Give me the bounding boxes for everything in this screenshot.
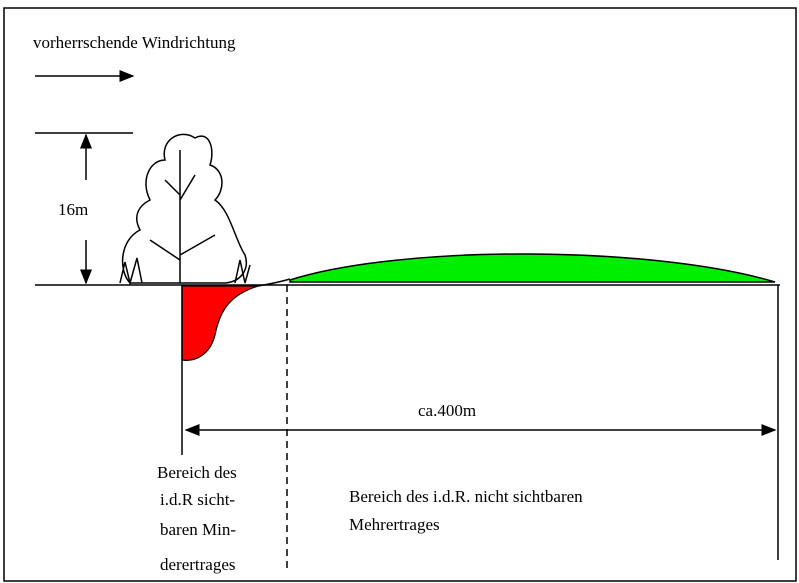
region-text: derertrages: [160, 555, 236, 574]
region-text: Bereich des i.d.R. nicht sichtbaren: [349, 487, 583, 506]
region-text: Mehrertrages: [349, 515, 440, 534]
region-text: baren Min-: [160, 520, 236, 539]
wind-label: vorherrschende Windrichtung: [33, 33, 236, 52]
page: vorherrschende Windrichtung 16m ca.400m …: [0, 0, 799, 583]
diagram: vorherrschende Windrichtung 16m ca.400m …: [0, 0, 799, 583]
distance-label: ca.400m: [418, 401, 476, 420]
height-label: 16m: [58, 200, 88, 219]
region-text: Bereich des: [157, 463, 237, 482]
region-text: i.d.R sicht-: [160, 490, 235, 509]
